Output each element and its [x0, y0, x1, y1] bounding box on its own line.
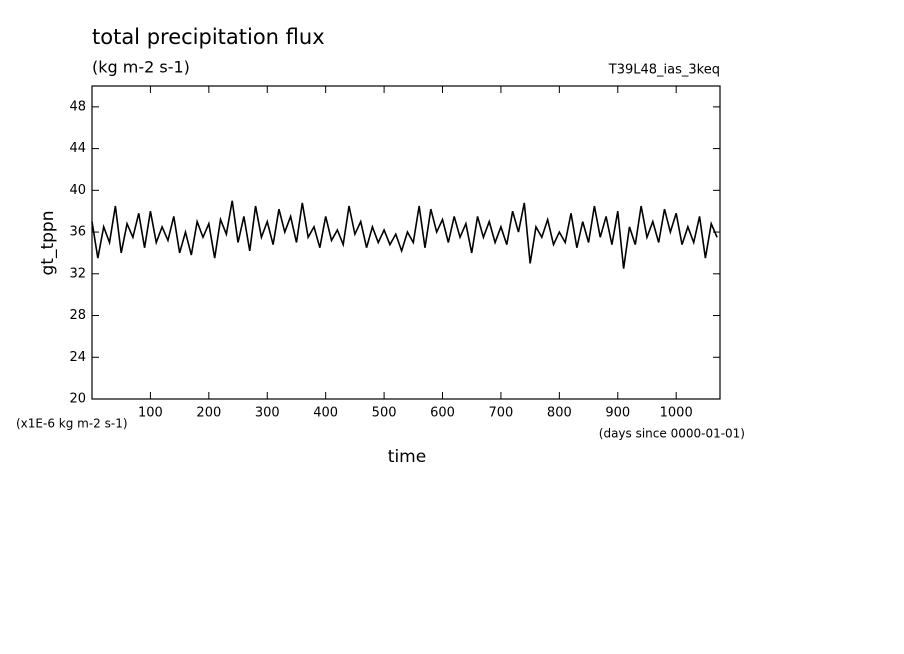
x-tick-label: 100 [138, 406, 163, 421]
x-tick-label: 500 [372, 406, 397, 421]
x-tick-label: 700 [489, 406, 514, 421]
x-axis-label: time [388, 447, 426, 467]
y-tick-label: 32 [69, 266, 86, 281]
y-tick-label: 20 [69, 392, 86, 407]
y-tick-label: 48 [69, 99, 86, 114]
x-tick-label: 200 [196, 406, 221, 421]
data-line [91, 200, 718, 269]
plot-frame [91, 85, 721, 400]
x-tick-label: 1000 [660, 406, 693, 421]
x-tick-label: 600 [430, 406, 455, 421]
y-tick-label: 28 [69, 308, 86, 323]
x-tick-label: 800 [547, 406, 572, 421]
y-tick-label: 40 [69, 183, 86, 198]
y-tick-label: 36 [69, 225, 86, 240]
y-axis-label: gt_tppn [38, 211, 58, 276]
annotation: T39L48_ias_3keq [608, 63, 720, 78]
x-tick-label: 900 [605, 406, 630, 421]
x-tick-label: 400 [313, 406, 338, 421]
y-tick-label: 24 [69, 350, 86, 365]
y-tick-label: 44 [69, 141, 86, 156]
x-unit: (days since 0000-01-01) [599, 427, 745, 441]
y-unit: (x1E-6 kg m-2 s-1) [16, 417, 128, 431]
x-tick-label: 300 [255, 406, 280, 421]
chart-title: total precipitation flux [92, 25, 325, 49]
chart-subtitle: (kg m-2 s-1) [92, 58, 190, 77]
